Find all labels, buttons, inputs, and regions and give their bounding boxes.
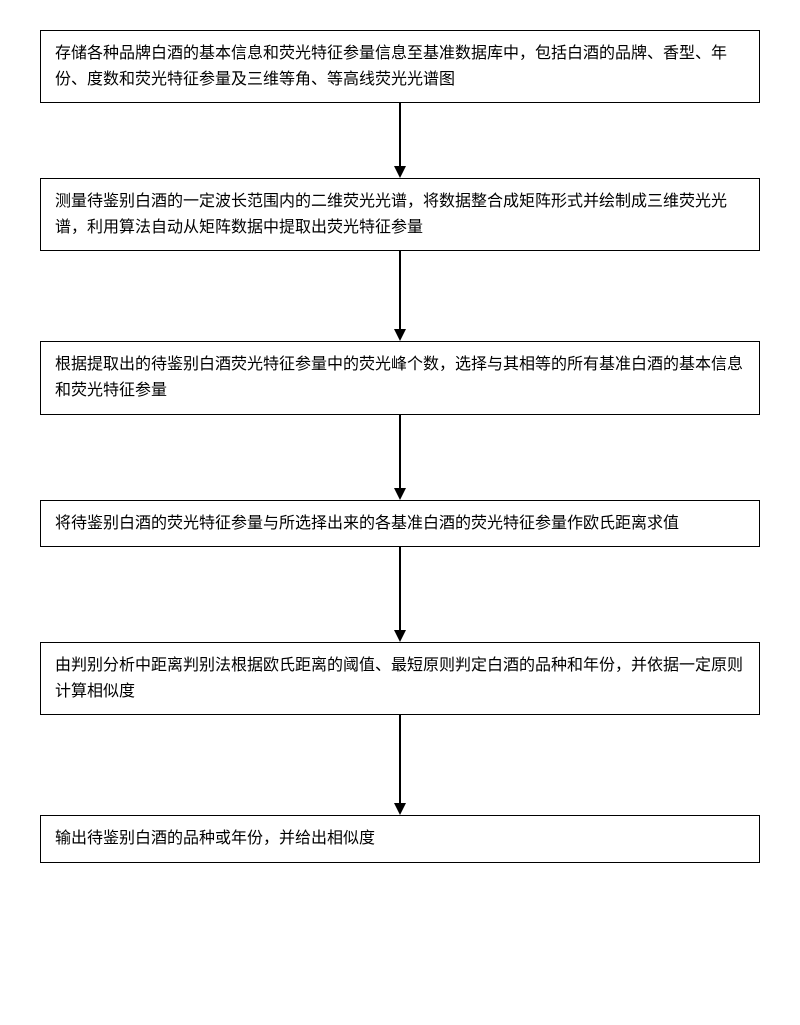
arrow-2 [394,251,406,341]
arrow-head-icon [394,329,406,341]
flowchart-step-5: 由判别分析中距离判别法根据欧氏距离的阈值、最短原则判定白酒的品种和年份，并依据一… [40,642,760,715]
step-text: 测量待鉴别白酒的一定波长范围内的二维荧光光谱，将数据整合成矩阵形式并绘制成三维荧… [55,193,727,236]
arrow-line [399,547,401,630]
flowchart-step-4: 将待鉴别白酒的荧光特征参量与所选择出来的各基准白酒的荧光特征参量作欧氏距离求值 [40,500,760,548]
flowchart-step-6: 输出待鉴别白酒的品种或年份，并给出相似度 [40,815,760,863]
step-text: 根据提取出的待鉴别白酒荧光特征参量中的荧光峰个数，选择与其相等的所有基准白酒的基… [55,356,743,399]
arrow-line [399,251,401,329]
arrow-head-icon [394,488,406,500]
arrow-3 [394,415,406,500]
step-text: 由判别分析中距离判别法根据欧氏距离的阈值、最短原则判定白酒的品种和年份，并依据一… [55,657,743,700]
flowchart-step-1: 存储各种品牌白酒的基本信息和荧光特征参量信息至基准数据库中，包括白酒的品牌、香型… [40,30,760,103]
flowchart-container: 存储各种品牌白酒的基本信息和荧光特征参量信息至基准数据库中，包括白酒的品牌、香型… [40,30,760,863]
arrow-line [399,103,401,166]
arrow-line [399,715,401,803]
step-text: 输出待鉴别白酒的品种或年份，并给出相似度 [55,830,375,847]
arrow-4 [394,547,406,642]
step-text: 存储各种品牌白酒的基本信息和荧光特征参量信息至基准数据库中，包括白酒的品牌、香型… [55,45,727,88]
step-text: 将待鉴别白酒的荧光特征参量与所选择出来的各基准白酒的荧光特征参量作欧氏距离求值 [55,515,679,532]
arrow-line [399,415,401,488]
arrow-head-icon [394,803,406,815]
flowchart-step-3: 根据提取出的待鉴别白酒荧光特征参量中的荧光峰个数，选择与其相等的所有基准白酒的基… [40,341,760,414]
arrow-head-icon [394,166,406,178]
flowchart-step-2: 测量待鉴别白酒的一定波长范围内的二维荧光光谱，将数据整合成矩阵形式并绘制成三维荧… [40,178,760,251]
arrow-1 [394,103,406,178]
arrow-head-icon [394,630,406,642]
arrow-5 [394,715,406,815]
